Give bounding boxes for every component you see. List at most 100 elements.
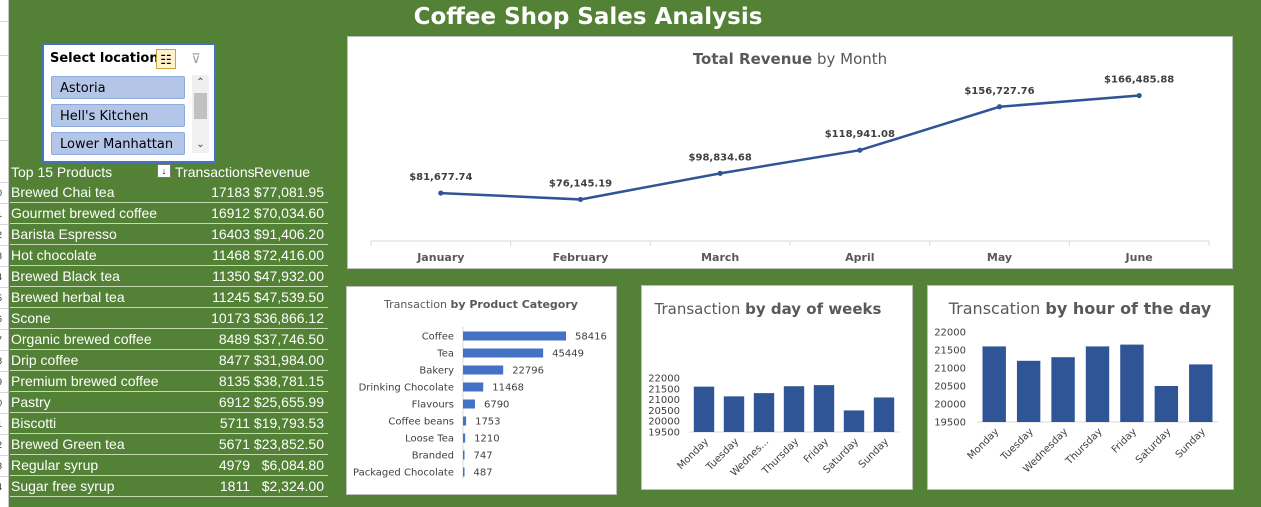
category-label: Tea xyxy=(436,349,454,360)
row-number: 2 xyxy=(0,434,8,455)
product-name: Barista Espresso xyxy=(11,226,117,242)
transaction-count: 11350 xyxy=(212,268,250,284)
product-name: Brewed Black tea xyxy=(11,268,120,284)
clear-filter-icon[interactable]: ⊽ xyxy=(191,51,201,66)
chart-title-bold: Total Revenue xyxy=(693,50,812,68)
slicer-scrollbar[interactable]: ⌃ ⌄ xyxy=(192,75,209,153)
category-label: Coffee xyxy=(422,332,454,343)
slicer-header: Select location xyxy=(50,51,159,66)
data-label: $76,145.19 xyxy=(549,178,612,189)
revenue-value: $72,416.00 xyxy=(253,247,324,263)
bar xyxy=(873,397,895,432)
category-label: Drinking Chocolate xyxy=(359,383,454,394)
table-row: Brewed herbal tea 11245 $47,539.50 xyxy=(10,287,328,308)
hour-bar-chart-svg: Transcation by hour of the day 22000 21500… xyxy=(934,299,1218,475)
bar xyxy=(982,346,1006,422)
table-row: Barista Espresso 16403 $91,406.20 xyxy=(10,224,328,245)
bar xyxy=(463,382,484,392)
chart-title-bold: by hour of the day xyxy=(1045,299,1211,318)
table-row: Regular syrup 4979 $6,084.80 xyxy=(10,455,328,476)
revenue-value: $77,081.95 xyxy=(253,184,324,200)
transaction-by-day-chart: Transaction by day of weeks 22000 21500 210… xyxy=(641,285,913,490)
scroll-thumb[interactable] xyxy=(194,93,207,119)
chart-title: Transaction by day of weeks xyxy=(654,300,882,318)
bar xyxy=(753,393,775,432)
data-point xyxy=(438,190,444,196)
x-tick-label: Sunday xyxy=(857,436,891,470)
revenue-value: $23,852.50 xyxy=(253,436,324,452)
product-name: Premium brewed coffee xyxy=(11,373,159,389)
slicer-item-hells-kitchen[interactable]: Hell's Kitchen xyxy=(51,104,185,127)
multi-select-icon[interactable]: ☷ xyxy=(156,49,176,69)
bar xyxy=(723,396,745,432)
x-tick-label: Thursday xyxy=(1063,426,1104,467)
transaction-count: 10173 xyxy=(211,310,250,326)
category-label: Packaged Chocolate xyxy=(353,468,454,479)
table-row: Scone 10173 $36,866.12 xyxy=(10,308,328,329)
header-revenue: Revenue xyxy=(254,164,311,180)
transaction-count: 4979 xyxy=(218,457,250,473)
bar xyxy=(1154,386,1179,422)
bar xyxy=(463,331,566,341)
table-row: Brewed Chai tea 17183 $77,081.95 xyxy=(10,182,328,203)
product-name: Brewed herbal tea xyxy=(11,289,125,305)
bar xyxy=(463,365,504,375)
y-tick-label: 19500 xyxy=(648,428,680,439)
x-tick-label: January xyxy=(416,251,464,264)
y-tick-label: 20000 xyxy=(648,417,680,428)
data-label: $118,941.08 xyxy=(825,129,895,140)
day-bar-chart-svg: Transaction by day of weeks 2200021500210… xyxy=(648,300,899,479)
x-tick-label: Sunday xyxy=(1174,426,1208,460)
product-name: Sugar free syrup xyxy=(11,478,115,494)
y-tick-label: 22000 xyxy=(648,374,680,385)
x-tick-label: March xyxy=(701,251,739,264)
table-row: Premium brewed coffee 8135 $38,781.15 xyxy=(10,371,328,392)
row-number: 9 xyxy=(0,371,8,392)
scroll-up-icon[interactable]: ⌃ xyxy=(196,77,205,88)
table-row: Hot chocolate 11468 $72,416.00 xyxy=(10,245,328,266)
transaction-count: 8135 xyxy=(218,373,250,389)
table-header: Top 15 Products ↓ Transactions Revenue xyxy=(10,162,328,182)
transaction-count: 5711 xyxy=(219,415,250,431)
x-tick-label: Saturday xyxy=(1134,426,1174,466)
table-row: Biscotti 5711 $19,793.53 xyxy=(10,413,328,434)
data-label: $156,727.76 xyxy=(964,86,1034,97)
transaction-count: 8489 xyxy=(218,331,250,347)
chart-title: Transaction by Product Category xyxy=(383,298,578,311)
bar xyxy=(1085,346,1110,422)
value-label: 1753 xyxy=(475,417,500,428)
row-number: 7 xyxy=(0,329,8,350)
revenue-value: $19,793.53 xyxy=(253,415,324,431)
data-point xyxy=(996,104,1003,110)
scroll-down-icon[interactable]: ⌄ xyxy=(196,139,205,150)
category-label: Bakery xyxy=(419,366,454,377)
slicer-item-lower-manhattan[interactable]: Lower Manhattan xyxy=(51,132,185,155)
row-number: 8 xyxy=(0,350,8,371)
data-label: $166,485.88 xyxy=(1104,75,1174,86)
bar xyxy=(1051,357,1075,422)
sort-filter-icon[interactable]: ↓ xyxy=(157,164,171,178)
transaction-count: 16912 xyxy=(211,205,250,221)
bar xyxy=(843,410,865,432)
value-label: 22796 xyxy=(512,366,544,377)
table-row: Drip coffee 8477 $31,984.00 xyxy=(10,350,328,371)
bar xyxy=(1016,360,1041,422)
value-label: 58416 xyxy=(575,332,607,343)
product-name: Pastry xyxy=(11,394,51,410)
data-point xyxy=(577,196,584,203)
bar xyxy=(813,385,835,432)
chart-title-normal: Transaction xyxy=(383,298,450,311)
y-tick-label: 21000 xyxy=(934,364,966,375)
slicer-item-astoria[interactable]: Astoria xyxy=(51,76,185,99)
data-point xyxy=(1136,92,1142,99)
data-label: $98,834.68 xyxy=(689,152,752,163)
chart-title-normal: by Month xyxy=(812,50,887,68)
table-row: Gourmet brewed coffee 16912 $70,034.60 xyxy=(10,203,328,224)
product-name: Brewed Green tea xyxy=(11,436,125,452)
transaction-count: 11468 xyxy=(212,247,250,263)
revenue-value: $6,084.80 xyxy=(261,457,324,473)
transaction-by-hour-chart: Transcation by hour of the day 22000 21500… xyxy=(927,285,1234,490)
transaction-count: 16403 xyxy=(211,226,250,242)
transaction-count: 8477 xyxy=(218,352,250,368)
table-row: Organic brewed coffee 8489 $37,746.50 xyxy=(10,329,328,350)
